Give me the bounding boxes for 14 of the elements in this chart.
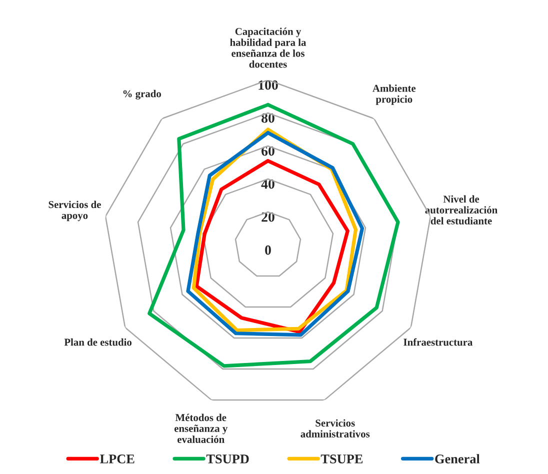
spoke-label: Servicios administrativos [300,419,370,438]
spoke-label: Servicios de apoyo [48,200,101,222]
legend-label: General [435,454,480,464]
spoke-label: Capacitación y habilidad para la enseñanza de los docentes [230,28,306,68]
y-tick-label: 0 [265,245,271,255]
legend-label: LPCE [100,454,134,464]
legend-label: TSUPE [320,454,363,464]
spoke-label: Nivel de autorrealización del estudiante [425,195,498,224]
spoke-label: Métodos de enseñanza y evaluación [174,414,228,443]
spoke-label: Infraestructura [404,338,473,346]
spoke-label: % grado [123,90,161,100]
spoke-label: Plan de estudio [64,338,132,346]
spoke-label: Ambiente propicio [372,84,416,105]
legend-label: TSUPD [206,454,249,464]
